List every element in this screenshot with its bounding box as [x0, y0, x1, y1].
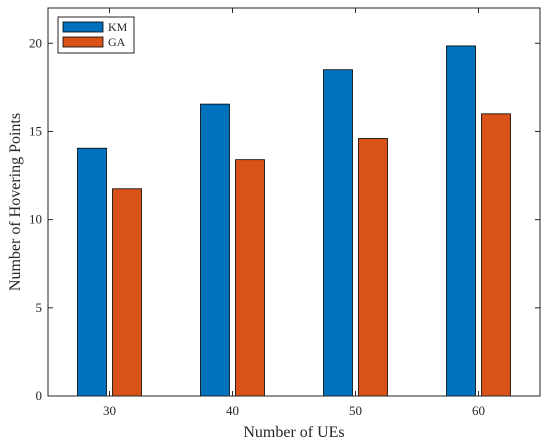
axes-group [47, 7, 541, 397]
x-tick-label: 60 [472, 403, 485, 418]
bar-km-60 [446, 45, 476, 397]
x-tick-label: 40 [226, 403, 239, 418]
x-axis-label: Number of UEs [243, 424, 344, 441]
bars-group [77, 45, 511, 397]
bar-ga-30 [112, 188, 142, 397]
legend-swatch-km [62, 21, 104, 33]
y-tick-label: 0 [36, 388, 43, 403]
y-tick-label: 20 [29, 35, 42, 50]
bar-ga-50 [358, 138, 388, 397]
x-tick-label: 50 [349, 403, 362, 418]
y-tick-label: 10 [29, 212, 42, 227]
bar-km-50 [323, 69, 353, 397]
bar-ga-40 [235, 159, 265, 397]
ticks-group: 0 5 10 15 20 30 40 50 60 [29, 8, 540, 418]
plot-frame [47, 7, 541, 397]
legend-label-ga: GA [108, 35, 126, 49]
y-axis-label: Number of Hovering Points [7, 113, 24, 291]
legend-swatch-ga [62, 36, 104, 48]
bar-km-40 [200, 103, 230, 397]
y-tick-label: 15 [29, 123, 42, 138]
legend-label-km: KM [108, 20, 128, 34]
bar-ga-60 [481, 113, 511, 397]
x-tick-label: 30 [103, 403, 116, 418]
bar-km-30 [77, 147, 107, 397]
y-tick-label: 5 [36, 300, 43, 315]
